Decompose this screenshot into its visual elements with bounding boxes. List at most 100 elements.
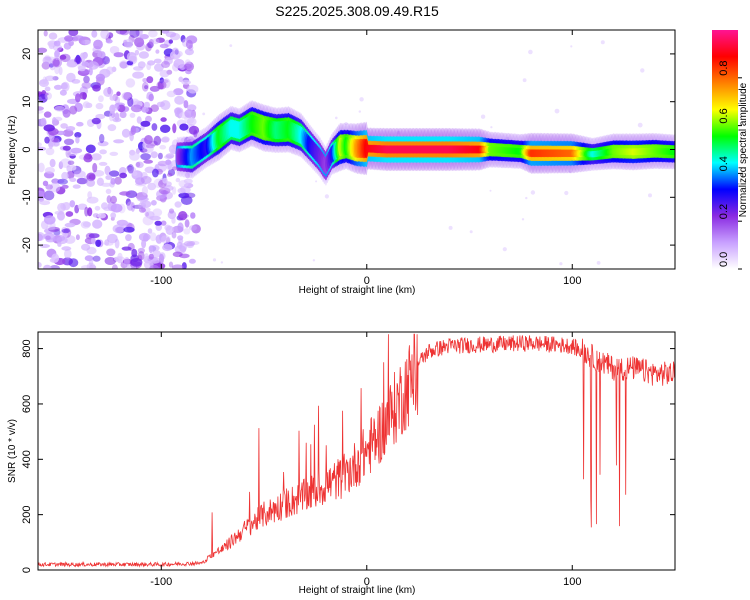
noise-blob	[156, 80, 167, 90]
colorbar-tick-label: 0.2	[718, 204, 730, 219]
noise-blob	[119, 61, 128, 69]
noise-blob	[134, 104, 141, 110]
noise-blob	[88, 257, 94, 267]
noise-blob	[104, 257, 117, 265]
noise-blob	[94, 205, 101, 211]
noise-blob	[127, 166, 137, 173]
noise-blob	[165, 153, 175, 159]
noise-blob	[168, 261, 174, 268]
colorbar-tick-label: 0.8	[718, 61, 730, 76]
noise-blob	[126, 201, 134, 211]
noise-blob	[69, 105, 78, 115]
snr-xtick-label: 0	[364, 576, 370, 588]
noise-blob	[158, 253, 165, 264]
noise-blob	[130, 258, 143, 267]
noise-blob	[114, 176, 122, 185]
noise-blob	[114, 226, 124, 234]
noise-blob	[116, 219, 128, 226]
noise-speck	[640, 68, 645, 73]
noise-blob	[109, 46, 120, 54]
noise-blob	[103, 241, 114, 246]
noise-blob	[177, 187, 186, 194]
noise-blob	[138, 51, 149, 59]
noise-blob	[171, 166, 178, 171]
noise-blob	[73, 170, 86, 178]
colorbar-tick-label: 0.0	[718, 252, 730, 267]
noise-blob	[105, 39, 113, 44]
noise-speck	[564, 190, 569, 196]
noise-blob	[38, 162, 45, 173]
noise-blob	[42, 56, 52, 65]
noise-blob	[191, 224, 201, 234]
noise-blob	[115, 30, 128, 35]
noise-blob	[105, 175, 113, 180]
noise-blob	[187, 84, 199, 94]
noise-blob	[141, 239, 147, 249]
noise-blob	[129, 151, 140, 161]
noise-blob	[126, 60, 134, 66]
noise-blob	[44, 86, 51, 92]
snr-frame	[37, 331, 676, 571]
noise-speck	[490, 126, 493, 129]
noise-blob	[117, 104, 126, 113]
noise-blob	[62, 109, 71, 118]
colorbar-tick-label: 0.4	[718, 156, 730, 171]
noise-blob	[147, 228, 153, 234]
noise-blob	[159, 70, 170, 78]
noise-blob	[84, 206, 89, 217]
noise-speck	[637, 122, 643, 128]
noise-blob	[106, 195, 112, 204]
noise-blob	[116, 91, 121, 96]
noise-blob	[145, 115, 152, 123]
noise-blob	[38, 106, 44, 111]
noise-blob	[59, 54, 67, 60]
noise-blob	[100, 30, 110, 39]
noise-blob	[79, 92, 87, 100]
noise-blob	[60, 123, 68, 129]
noise-blob	[110, 177, 116, 185]
noise-blob	[160, 220, 167, 226]
noise-blob	[172, 123, 177, 134]
noise-blob	[186, 117, 197, 126]
noise-blob	[162, 243, 173, 252]
noise-blob	[53, 234, 65, 242]
noise-blob	[44, 167, 56, 174]
noise-blob	[66, 72, 76, 83]
noise-blob	[52, 44, 63, 52]
noise-blob	[171, 47, 179, 55]
noise-blob	[138, 207, 146, 213]
noise-blob	[51, 57, 63, 68]
noise-blob	[185, 172, 191, 179]
noise-blob	[161, 30, 170, 34]
noise-blob	[43, 30, 48, 37]
noise-blob	[68, 30, 79, 37]
noise-blob	[172, 251, 183, 258]
noise-blob	[185, 39, 193, 50]
noise-blob	[105, 188, 112, 194]
noise-blob	[44, 136, 50, 144]
noise-blob	[99, 133, 105, 144]
noise-blob	[107, 124, 117, 132]
noise-blob	[119, 167, 127, 175]
noise-blob	[174, 95, 185, 105]
noise-speck	[448, 225, 453, 230]
noise-blob	[152, 208, 163, 217]
noise-blob	[45, 184, 53, 190]
noise-blob	[134, 37, 145, 48]
noise-blob	[165, 159, 172, 165]
noise-blob	[99, 149, 107, 155]
noise-blob	[77, 203, 88, 210]
noise-blob	[66, 126, 76, 132]
noise-blob	[130, 125, 137, 135]
noise-blob	[60, 82, 68, 90]
snr-plot-area	[38, 332, 675, 570]
noise-blob	[95, 113, 106, 120]
noise-blob	[183, 178, 193, 184]
noise-blob	[49, 182, 61, 193]
noise-blob	[184, 240, 196, 247]
ridge-mark	[671, 148, 675, 156]
noise-blob	[157, 152, 163, 160]
noise-blob	[137, 61, 146, 69]
